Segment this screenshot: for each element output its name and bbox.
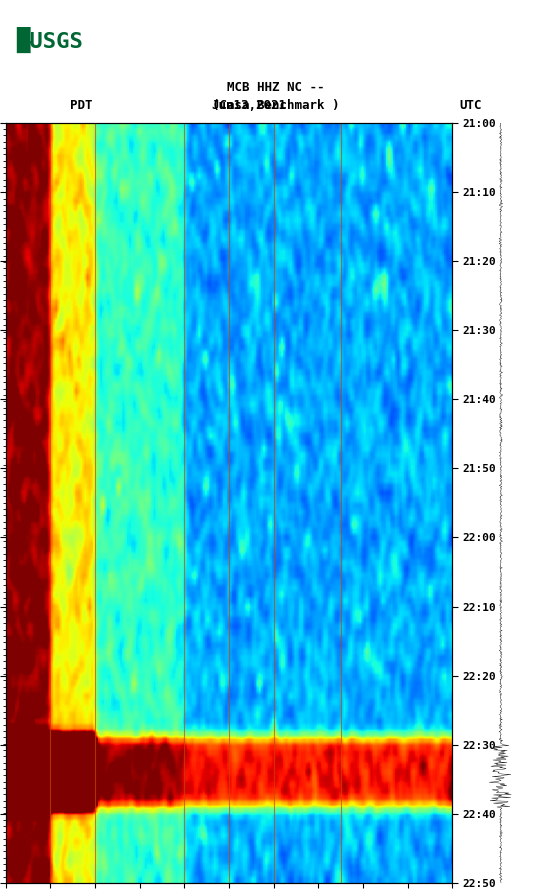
Text: Jun13,2021: Jun13,2021 [211,99,286,112]
Text: (Casa Benchmark ): (Casa Benchmark ) [213,99,339,112]
Text: PDT: PDT [71,99,93,112]
Text: MCB HHZ NC --: MCB HHZ NC -- [227,80,325,94]
Text: UTC: UTC [459,99,481,112]
Text: █USGS: █USGS [17,27,83,53]
